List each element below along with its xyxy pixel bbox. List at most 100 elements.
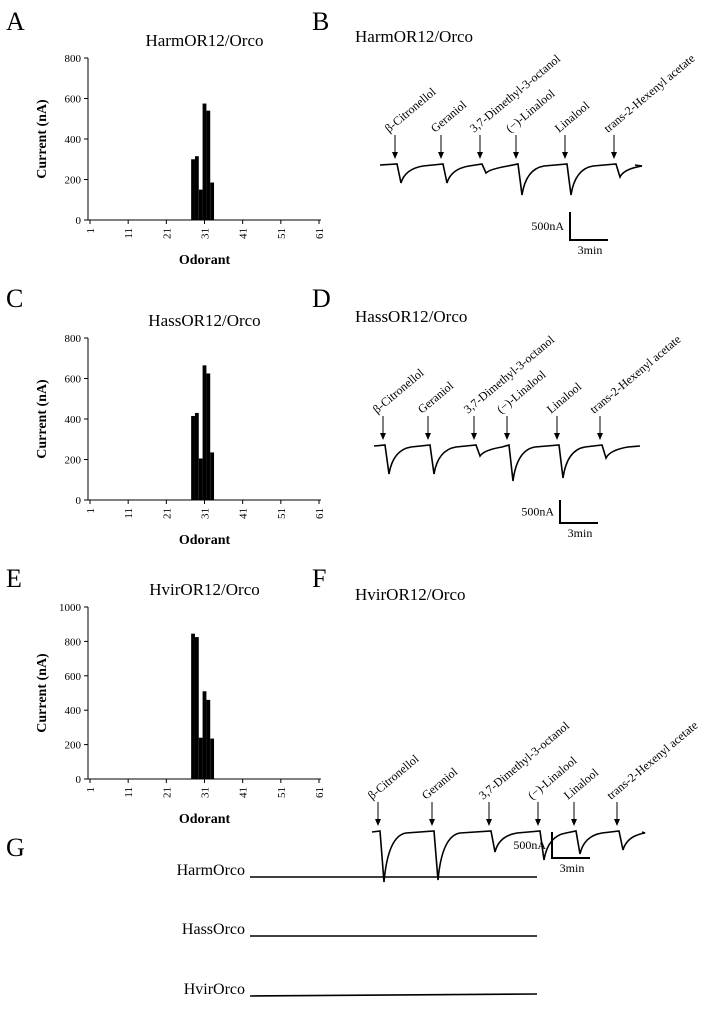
arrow-head: [535, 819, 541, 826]
x-tick-label: 1: [85, 508, 97, 514]
bar: [210, 182, 215, 220]
y-tick-label: 200: [65, 455, 82, 467]
panel-letter: E: [6, 564, 22, 593]
trace-title: HvirOR12/Orco: [355, 585, 465, 604]
bar: [191, 415, 195, 500]
scale-y-label: 500nA: [513, 838, 546, 852]
scale-y-label: 500nA: [521, 505, 554, 519]
arrow-head: [486, 819, 492, 826]
bar: [198, 737, 203, 779]
trace: [379, 163, 643, 196]
x-tick-label: 61: [314, 787, 326, 798]
x-tick-label: 51: [276, 787, 288, 798]
bar: [194, 156, 199, 220]
panel-letter: D: [312, 284, 331, 313]
scale-x-label: 3min: [560, 861, 585, 875]
y-tick-label: 400: [65, 134, 82, 146]
y-tick-label: 800: [65, 636, 82, 648]
bar: [206, 373, 211, 500]
arrow-head: [571, 819, 577, 826]
orco-label: HassOrco: [182, 921, 245, 938]
y-tick-label: 400: [65, 705, 82, 717]
y-tick-label: 0: [76, 774, 82, 786]
odorant-label: β-Citronellol: [365, 751, 422, 802]
x-tick-label: 51: [276, 508, 288, 519]
bar: [194, 637, 199, 779]
bar: [210, 738, 215, 779]
trace-title: HarmOR12/Orco: [355, 27, 473, 46]
odorant-label: Geraniol: [428, 97, 470, 135]
y-tick-label: 800: [65, 333, 82, 345]
bar: [210, 452, 215, 500]
arrow-head: [614, 819, 620, 826]
arrow-head: [375, 819, 381, 826]
x-tick-label: 61: [314, 508, 326, 519]
scale-y-label: 500nA: [531, 219, 564, 233]
x-tick-label: 41: [238, 228, 250, 239]
arrow-head: [438, 152, 444, 159]
y-axis-label: Current (nA): [35, 99, 50, 179]
x-tick-label: 11: [123, 508, 135, 519]
bar: [206, 699, 211, 779]
y-tick-label: 0: [76, 495, 82, 507]
arrow-head: [471, 433, 477, 440]
bar: [206, 110, 211, 220]
trace: [373, 443, 641, 482]
odorant-label: trans-2-Hexenyl acetate: [587, 332, 684, 416]
bar: [198, 458, 203, 500]
arrow-head: [429, 819, 435, 826]
x-tick-label: 51: [276, 228, 288, 239]
scale-x-label: 3min: [568, 526, 593, 540]
x-tick-label: 11: [123, 787, 135, 798]
x-axis-label: Odorant: [179, 533, 231, 548]
trace-title: HassOR12/Orco: [355, 307, 467, 326]
arrow-head: [597, 433, 603, 440]
y-tick-label: 400: [65, 414, 82, 426]
odorant-label: Linalool: [544, 379, 585, 416]
y-tick-label: 200: [65, 740, 82, 752]
y-axis-label: Current (nA): [35, 653, 50, 733]
chart-title: HarmOR12/Orco: [145, 31, 263, 50]
orco-label: HarmOrco: [177, 862, 245, 879]
panel-letter: C: [6, 284, 23, 313]
y-tick-label: 600: [65, 94, 82, 106]
x-axis-label: Odorant: [179, 812, 231, 827]
x-tick-label: 31: [200, 508, 212, 519]
odorant-label: trans-2-Hexenyl acetate: [604, 718, 701, 802]
bar: [198, 189, 203, 220]
x-tick-label: 11: [123, 228, 135, 239]
trace: [371, 830, 646, 883]
scale-bar: [551, 832, 590, 859]
x-tick-label: 61: [314, 228, 326, 239]
y-tick-label: 600: [65, 671, 82, 683]
x-tick-label: 21: [161, 508, 173, 519]
y-tick-label: 200: [65, 175, 82, 187]
scale-x-label: 3min: [578, 243, 603, 257]
arrow-head: [562, 152, 568, 159]
odorant-label: Geraniol: [415, 378, 457, 416]
chart-title: HassOR12/Orco: [148, 311, 260, 330]
arrow-head: [504, 433, 510, 440]
scale-bar: [569, 212, 608, 241]
orco-trace: [249, 993, 538, 997]
y-tick-label: 0: [76, 215, 82, 227]
bar: [191, 159, 195, 220]
y-tick-label: 1000: [59, 602, 82, 614]
x-tick-label: 1: [85, 787, 97, 793]
odorant-label: Geraniol: [419, 764, 461, 802]
x-tick-label: 21: [161, 787, 173, 798]
panel-letter: G: [6, 833, 25, 862]
x-tick-label: 41: [238, 508, 250, 519]
odorant-label: Linalool: [552, 98, 593, 135]
arrow-head: [554, 433, 560, 440]
arrow-head: [477, 152, 483, 159]
scale-bar: [559, 500, 598, 524]
arrow-head: [392, 152, 398, 159]
odorant-label: trans-2-Hexenyl acetate: [601, 51, 698, 135]
odorant-label: 3,7-Dimethyl-3-octanol: [476, 718, 573, 802]
x-tick-label: 31: [200, 787, 212, 798]
arrow-head: [611, 152, 617, 159]
orco-label: HvirOrco: [184, 981, 245, 998]
arrow-head: [425, 433, 431, 440]
